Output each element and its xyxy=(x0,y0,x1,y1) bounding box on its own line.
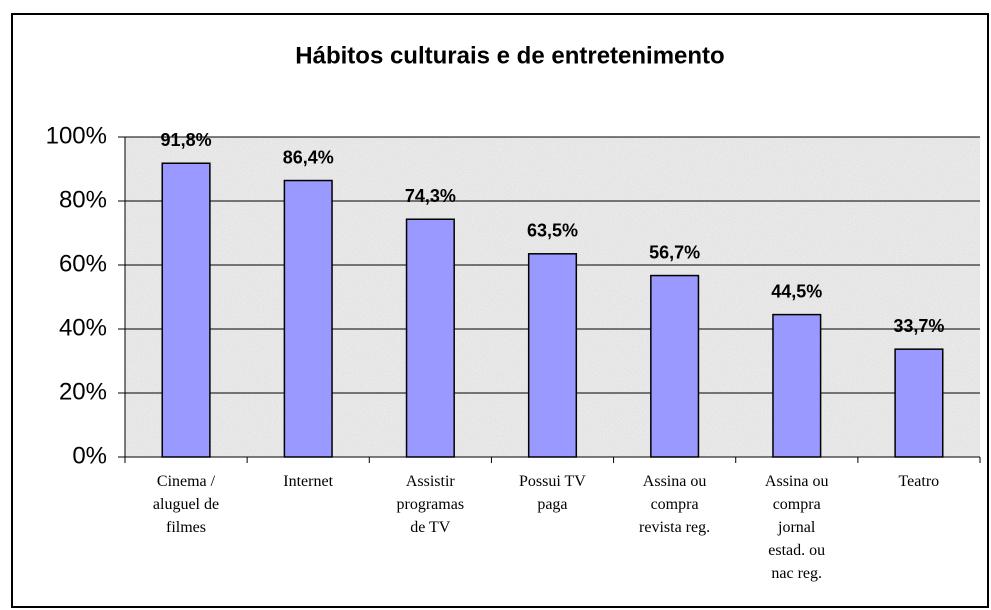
bar xyxy=(894,348,944,458)
y-tick-label: 100% xyxy=(46,122,107,149)
data-label: 74,3% xyxy=(405,186,456,206)
x-tick-label: Teatro xyxy=(898,473,940,490)
y-tick-label: 40% xyxy=(59,314,107,341)
data-label: 91,8% xyxy=(161,130,212,150)
bar xyxy=(772,313,822,458)
data-label: 86,4% xyxy=(283,147,334,167)
y-tick-label: 20% xyxy=(59,378,107,405)
x-tick-label: Possui TV paga xyxy=(519,473,586,513)
x-tick-label: Cinema / aluguel de filmes xyxy=(152,473,220,536)
bar xyxy=(405,218,455,458)
y-tick-label: 60% xyxy=(59,250,107,277)
y-tick-label: 80% xyxy=(59,186,107,213)
data-label: 56,7% xyxy=(649,242,700,262)
chart-title: Hábitos culturais e de entretenimento xyxy=(295,42,724,69)
bar xyxy=(527,253,578,458)
x-tick-label: Assistir programas de TV xyxy=(396,473,465,536)
data-label: 33,7% xyxy=(893,316,944,336)
data-label: 63,5% xyxy=(527,221,578,241)
data-label: 44,5% xyxy=(771,281,822,301)
bar xyxy=(283,179,333,458)
x-tick-label: Assina ou compra revista reg. xyxy=(639,473,711,536)
bar xyxy=(161,162,211,458)
x-tick-label: Assina ou compra jornal estad. ou nac re… xyxy=(764,473,829,582)
bar xyxy=(650,274,700,458)
x-tick-label: Internet xyxy=(283,473,334,490)
y-tick-label: 0% xyxy=(72,442,107,469)
